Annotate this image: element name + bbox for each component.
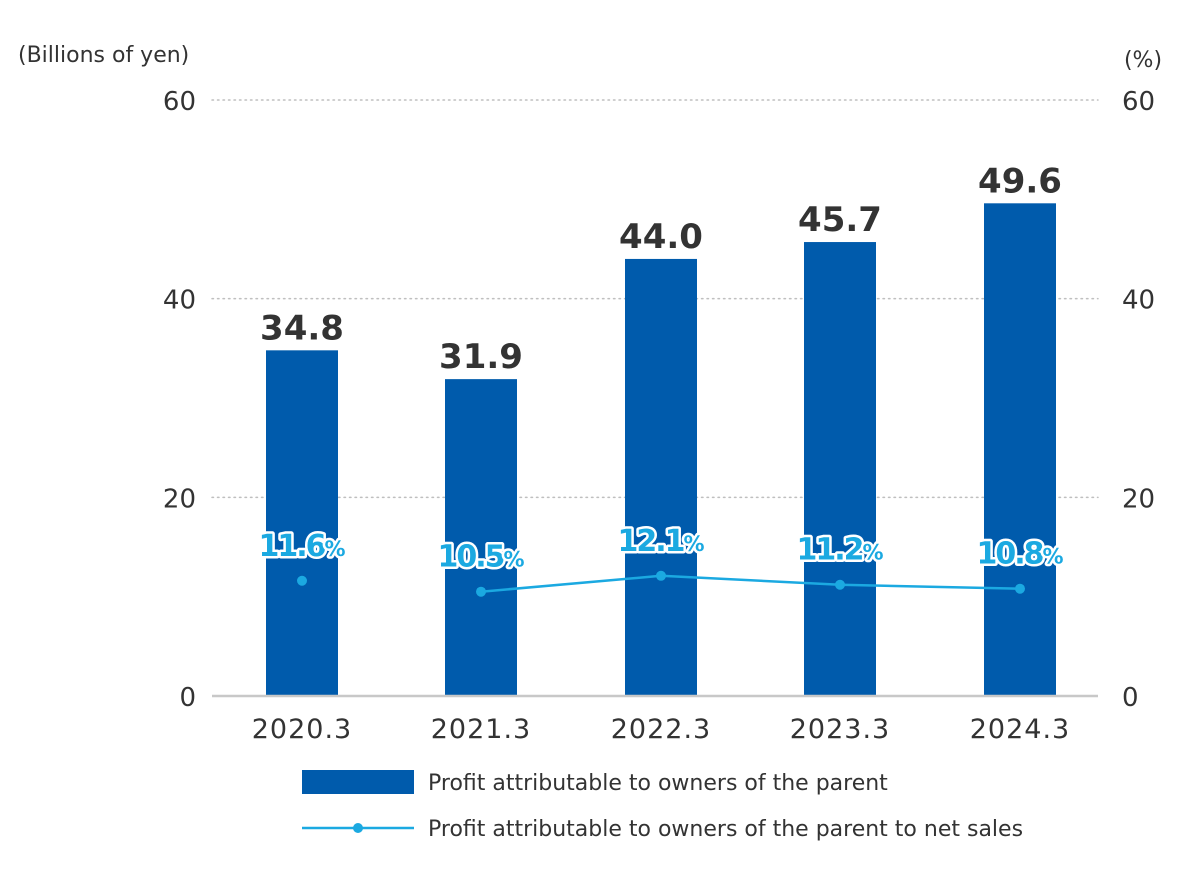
line-point	[835, 579, 845, 590]
left-axis-ticks: 0 20 40 60	[163, 87, 196, 713]
line-value-number: 10.8	[976, 537, 1043, 572]
line-point	[1015, 583, 1025, 594]
legend-bar-swatch	[302, 770, 414, 794]
bar-value-label: 44.0	[619, 217, 703, 257]
legend: Profit attributable to owners of the par…	[302, 770, 1023, 842]
line-value-label: 10.5%	[437, 540, 524, 575]
legend-line-label: Profit attributable to owners of the par…	[428, 817, 1023, 842]
bar	[445, 379, 517, 696]
left-axis-title: (Billions of yen)	[18, 43, 189, 68]
bar-value-label: 34.8	[260, 308, 344, 348]
left-tick-label: 60	[163, 87, 196, 117]
line-value-number: 10.5	[437, 540, 503, 575]
line-point	[297, 575, 307, 586]
bar	[984, 203, 1056, 696]
line-value-number: 11.6	[258, 529, 325, 564]
line-point	[656, 570, 666, 581]
line-value-unit: %	[503, 548, 524, 572]
line-value-label: 11.6%	[258, 529, 345, 564]
x-axis-ticks: 2020.3 2021.3 2022.3 2023.3 2024.3	[252, 714, 1070, 745]
line-value-label: 12.1%	[617, 524, 704, 559]
x-tick-label: 2023.3	[790, 714, 890, 745]
line-value-label: 11.2%	[796, 533, 883, 568]
x-tick-label: 2022.3	[611, 714, 711, 745]
right-tick-label: 0	[1122, 683, 1139, 713]
right-axis-ticks: 0 20 40 60	[1122, 87, 1155, 713]
line-series: 11.6% 10.5%12.1% 11.2% 10.8%	[256, 521, 1066, 597]
line-value-number: 12.1	[617, 524, 683, 559]
right-tick-label: 40	[1122, 286, 1155, 316]
legend-bar-label: Profit attributable to owners of the par…	[428, 771, 888, 796]
right-axis-title: (%)	[1124, 48, 1162, 73]
left-tick-label: 40	[163, 286, 196, 316]
gridlines	[211, 99, 1099, 499]
left-tick-label: 20	[163, 484, 196, 514]
right-tick-label: 20	[1122, 484, 1155, 514]
legend-line-marker	[353, 823, 363, 833]
right-tick-label: 60	[1122, 87, 1155, 117]
line-value-unit: %	[324, 537, 345, 561]
bar	[804, 242, 876, 696]
x-tick-label: 2021.3	[431, 714, 531, 745]
bar-series: 34.8 31.9 44.0 45.7 49.6	[260, 161, 1062, 696]
line-value-unit: %	[1042, 545, 1063, 569]
bar-value-label: 31.9	[439, 337, 523, 377]
bar-value-label: 45.7	[798, 200, 882, 240]
line-value-number: 11.2	[796, 533, 862, 568]
x-tick-label: 2020.3	[252, 714, 352, 745]
line-value-unit: %	[683, 532, 704, 556]
x-tick-label: 2024.3	[970, 714, 1070, 745]
line-value-unit: %	[862, 541, 883, 565]
left-tick-label: 0	[179, 683, 196, 713]
bar-value-label: 49.6	[978, 161, 1062, 201]
line-path	[480, 574, 1021, 593]
bar	[625, 258, 697, 696]
line-point	[476, 586, 486, 597]
bar	[266, 350, 338, 696]
line-value-label: 10.8%	[976, 537, 1063, 572]
